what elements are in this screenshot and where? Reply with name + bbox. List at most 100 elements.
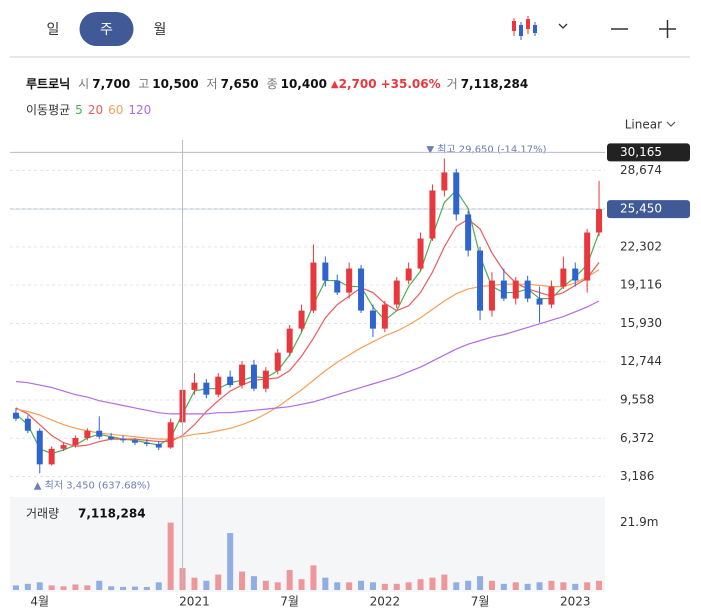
y-tick-label: 6,372: [620, 431, 654, 445]
legend-entry: 120: [128, 103, 151, 117]
candle-body: [155, 443, 162, 448]
candle-body: [548, 286, 555, 305]
volume-bar: [346, 582, 353, 590]
candle-body: [536, 298, 543, 305]
zoom-in-button[interactable]: [659, 20, 676, 38]
volume-bar: [548, 580, 555, 590]
candle-body: [358, 268, 365, 311]
candle-body: [286, 328, 293, 353]
volume-bar: [310, 565, 317, 590]
tab-selected-bg[interactable]: [79, 12, 134, 46]
candle-body: [108, 436, 115, 440]
volume-tick-label: 21.9m: [620, 515, 658, 529]
change: 2,700: [339, 77, 377, 91]
info-value: 10,500: [152, 77, 198, 91]
candle-body: [227, 376, 234, 386]
period-tab[interactable]: 주: [100, 22, 113, 38]
x-tick-label: 7월: [471, 595, 490, 609]
period-tab[interactable]: 일: [47, 22, 60, 38]
scale-selector[interactable]: Linear: [625, 118, 662, 132]
volume-bar: [334, 582, 341, 590]
volume-bar: [250, 576, 257, 590]
volume-bar: [417, 579, 424, 590]
volume-panel: [10, 497, 605, 592]
period-tab[interactable]: 월: [154, 22, 167, 38]
change-mark: ▲: [331, 79, 339, 90]
candle-body: [143, 442, 150, 444]
volume-bar: [203, 580, 210, 590]
candle-body: [239, 364, 246, 386]
candle-body: [36, 430, 43, 465]
volume-bar: [191, 577, 198, 590]
candle-body: [429, 190, 436, 239]
change-pct: +35.06%: [381, 77, 441, 91]
candle-body: [120, 439, 127, 441]
low-annotation: ▲ 최저 3,450 (637.68%): [34, 479, 151, 491]
crosshair-badge: [607, 143, 690, 162]
info-label: 종: [267, 77, 278, 91]
volume-bar: [36, 582, 43, 590]
volume-bar: [48, 585, 55, 590]
volume-bar: [239, 571, 246, 590]
high-annotation: ▼ 최고 29,650 (-14.17%): [426, 144, 546, 156]
info-value: 7,650: [221, 77, 259, 91]
volume-bar: [429, 577, 436, 590]
volume-bar: [60, 586, 67, 590]
candle-body: [524, 280, 531, 299]
candle-body: [393, 280, 400, 305]
candle-body: [96, 430, 103, 437]
x-tick-label: 2022: [370, 595, 401, 609]
candle-body: [274, 352, 281, 371]
legend-entry: 60: [108, 103, 123, 117]
crosshair-label: 30,165: [620, 145, 662, 159]
info-value: 7,700: [92, 77, 130, 91]
stock-name: 루트로닉: [26, 76, 70, 91]
candle-body: [584, 232, 591, 281]
volume-bar: [405, 582, 412, 590]
volume-bar: [108, 586, 115, 590]
volume-bar: [274, 582, 281, 590]
x-tick-label: 2021: [179, 595, 210, 609]
y-tick-label: 22,302: [620, 239, 662, 253]
candle-body: [453, 172, 460, 215]
scale-dropdown-icon[interactable]: [666, 121, 676, 127]
info-label: 거: [447, 77, 458, 91]
volume-current: 7,118,284: [78, 507, 146, 521]
volume-bar: [500, 583, 507, 590]
volume-bar: [584, 582, 591, 590]
ma-legend: 이동평균 5 20 60 120: [26, 103, 151, 117]
y-tick-label: 15,930: [620, 316, 662, 330]
volume-bar: [453, 582, 460, 590]
candle-body: [84, 430, 91, 438]
volume-bar: [536, 582, 543, 590]
y-tick-label: 9,558: [620, 392, 654, 406]
volume-bar: [24, 583, 31, 590]
volume-bar: [227, 533, 234, 590]
chart-type-dropdown[interactable]: [558, 23, 568, 29]
volume-bar: [477, 576, 484, 590]
candle-body: [250, 364, 257, 389]
moving-average-line: [15, 300, 600, 415]
volume-bar: [84, 585, 91, 590]
volume-bar: [596, 580, 603, 590]
candle-body: [572, 268, 579, 281]
candle-body: [465, 214, 472, 251]
volume-bar: [381, 583, 388, 590]
y-tick-label: 3,186: [620, 469, 654, 483]
candle-body: [203, 382, 210, 395]
candle-body: [441, 172, 448, 191]
candle-body: [334, 280, 341, 293]
info-label: 고: [138, 77, 149, 91]
candle-body: [12, 412, 19, 419]
candle-body: [60, 445, 67, 449]
volume-bar: [120, 586, 127, 590]
candle-body: [191, 382, 198, 390]
candle-body: [72, 437, 79, 446]
volume-bar: [298, 579, 305, 590]
volume-bar: [572, 583, 579, 590]
volume-label: 거래량: [26, 507, 59, 521]
legend-entry: 5: [75, 103, 83, 117]
chart-type-icon[interactable]: [512, 16, 537, 40]
legend-entry: 20: [88, 103, 103, 117]
